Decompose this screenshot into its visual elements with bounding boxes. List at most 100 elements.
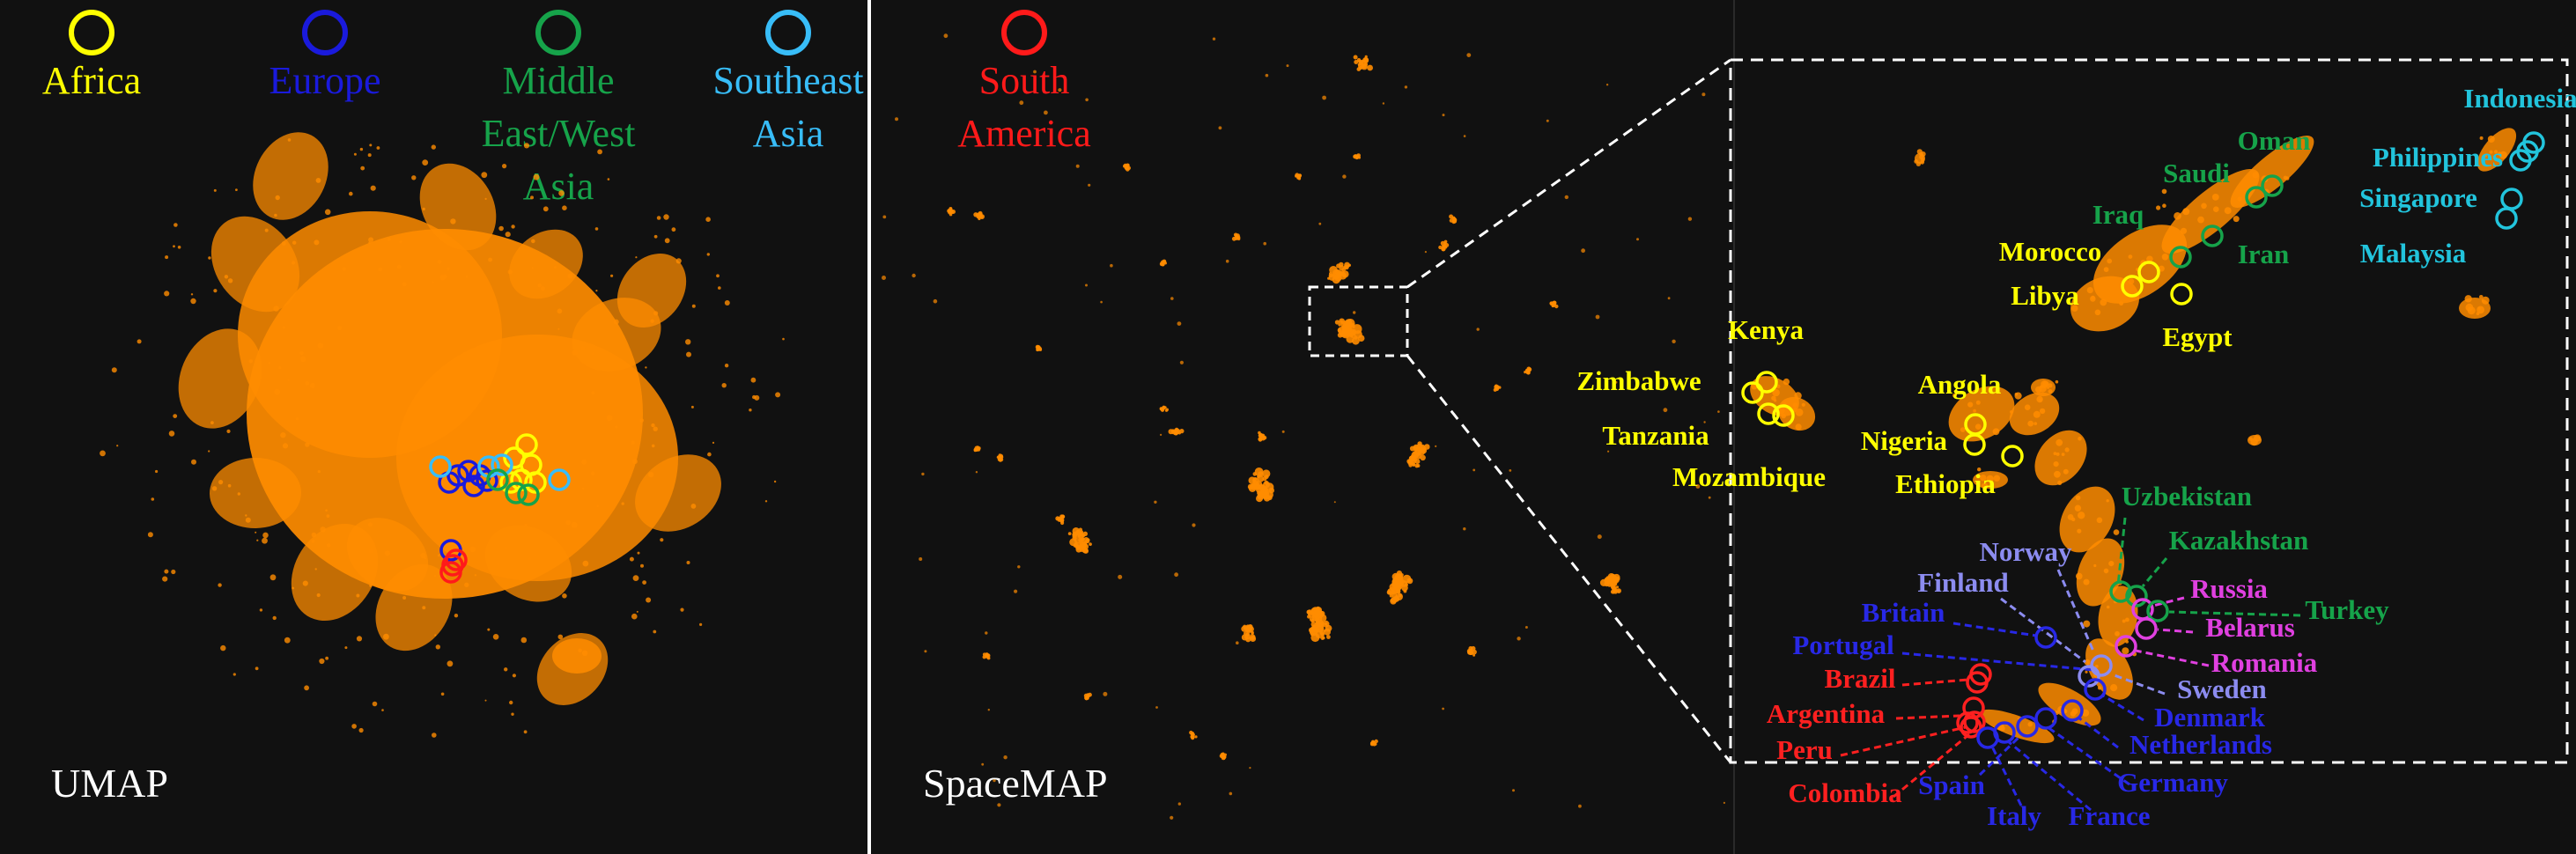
spacemap-point bbox=[1287, 64, 1289, 67]
umap-point bbox=[630, 557, 634, 562]
umap-point bbox=[653, 630, 656, 634]
spacemap-point bbox=[1553, 303, 1556, 306]
umap-point bbox=[165, 255, 168, 259]
legend-label: South bbox=[979, 59, 1070, 102]
country-label: Peru bbox=[1776, 734, 1833, 765]
spacemap-point bbox=[1701, 92, 1705, 96]
spacemap-point bbox=[1443, 245, 1445, 247]
spacemap-point bbox=[1396, 588, 1401, 593]
umap-point bbox=[615, 426, 617, 429]
spacemap-point bbox=[976, 471, 978, 473]
country-label: Angola bbox=[1918, 369, 2002, 400]
umap-point bbox=[646, 598, 651, 603]
umap-point bbox=[432, 733, 437, 738]
spacemap-point bbox=[1180, 361, 1184, 364]
spacemap-point bbox=[1160, 434, 1162, 436]
inset-point bbox=[2162, 254, 2169, 261]
spacemap-point bbox=[1100, 301, 1103, 304]
spacemap-point bbox=[1442, 708, 1444, 710]
legend-label: Africa bbox=[42, 59, 141, 102]
umap-point bbox=[692, 305, 696, 308]
spacemap-point bbox=[1220, 754, 1224, 758]
umap-point bbox=[228, 484, 232, 488]
umap-point bbox=[607, 415, 613, 421]
spacemap-point bbox=[882, 216, 886, 219]
spacemap-point bbox=[1076, 165, 1080, 168]
country-label: Colombia bbox=[1788, 777, 1902, 808]
umap-point bbox=[557, 309, 563, 314]
inset-point bbox=[2122, 647, 2129, 654]
inset-point bbox=[2076, 496, 2081, 501]
inset-point bbox=[2056, 439, 2063, 446]
umap-point bbox=[314, 239, 319, 245]
spacemap-point bbox=[1263, 242, 1266, 246]
umap-point bbox=[162, 577, 167, 582]
inset-point bbox=[2071, 518, 2075, 521]
umap-point bbox=[642, 580, 646, 585]
umap-point bbox=[368, 153, 372, 157]
umap-point bbox=[173, 223, 178, 227]
inset-point bbox=[2480, 136, 2484, 140]
spacemap-point bbox=[1613, 591, 1615, 593]
country-label: Ethiopia bbox=[1895, 468, 1996, 499]
inset-point bbox=[2129, 278, 2135, 284]
spacemap-point bbox=[1061, 515, 1065, 519]
umap-point bbox=[312, 540, 315, 543]
spacemap-point bbox=[1258, 433, 1263, 438]
umap-point bbox=[300, 357, 306, 363]
umap-point bbox=[524, 524, 528, 527]
spacemap-point bbox=[978, 211, 983, 216]
spacemap-point bbox=[1525, 626, 1528, 629]
spacemap-point bbox=[1335, 320, 1340, 324]
umap-point bbox=[558, 635, 564, 640]
umap-point bbox=[262, 538, 268, 544]
inset-point bbox=[2063, 469, 2069, 475]
umap-point bbox=[218, 480, 223, 484]
umap-point bbox=[360, 166, 365, 171]
umap-point bbox=[485, 700, 487, 702]
spacemap-point bbox=[1717, 410, 1720, 413]
umap-point bbox=[650, 320, 653, 323]
umap-point bbox=[506, 232, 511, 237]
spacemap-title: SpaceMAP bbox=[923, 761, 1108, 806]
inset-point bbox=[2042, 384, 2047, 388]
country-label: Britain bbox=[1862, 597, 1945, 628]
country-label: Singapore bbox=[2359, 182, 2477, 213]
spacemap-point bbox=[978, 217, 980, 220]
spacemap-point bbox=[1709, 497, 1711, 499]
spacemap-point bbox=[1037, 348, 1040, 350]
inset-point bbox=[2065, 447, 2070, 452]
spacemap-point bbox=[1326, 635, 1331, 639]
umap-point bbox=[595, 227, 599, 231]
country-label: Norway bbox=[1979, 536, 2072, 567]
umap-point bbox=[438, 260, 442, 264]
umap-point bbox=[596, 504, 599, 507]
inset-point bbox=[2284, 176, 2288, 180]
spacemap-point bbox=[1332, 276, 1341, 284]
umap-point bbox=[169, 431, 175, 437]
inset-point bbox=[2162, 189, 2167, 195]
spacemap-point bbox=[1443, 242, 1446, 245]
umap-point bbox=[558, 190, 565, 196]
spacemap-point bbox=[1085, 539, 1089, 543]
umap-point bbox=[614, 320, 619, 325]
umap-point bbox=[316, 178, 321, 183]
spacemap-point bbox=[1268, 488, 1274, 494]
umap-point bbox=[369, 144, 372, 146]
spacemap-point bbox=[1174, 572, 1178, 577]
country-label: Turkey bbox=[2305, 594, 2389, 625]
spacemap-point bbox=[1527, 368, 1531, 372]
spacemap-point bbox=[1668, 297, 1671, 299]
spacemap-point bbox=[1598, 534, 1602, 539]
spacemap-point bbox=[1192, 733, 1195, 737]
umap-point bbox=[284, 637, 291, 644]
umap-point bbox=[171, 570, 175, 574]
spacemap-point bbox=[1249, 767, 1251, 769]
umap-point bbox=[450, 218, 455, 224]
legend-label: East/West bbox=[482, 112, 636, 155]
country-label: France bbox=[2069, 800, 2151, 831]
umap-point bbox=[663, 214, 668, 219]
spacemap-point bbox=[1241, 626, 1247, 632]
umap-point bbox=[434, 575, 436, 577]
